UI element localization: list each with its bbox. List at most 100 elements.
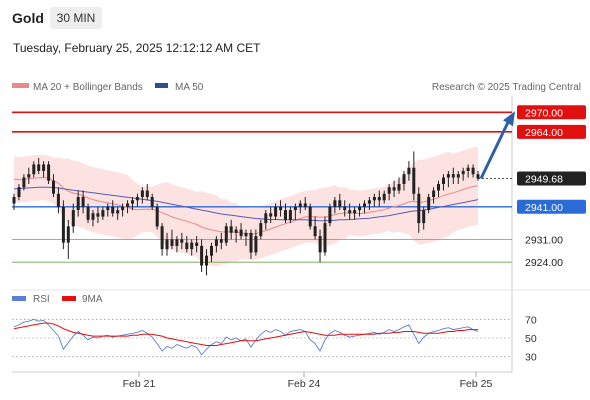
candle-body bbox=[461, 170, 465, 175]
ma50-legend-swatch bbox=[155, 83, 168, 88]
candle-body bbox=[476, 174, 480, 179]
candle-body bbox=[121, 206, 125, 211]
candle-body bbox=[101, 210, 105, 217]
candle-body bbox=[76, 197, 80, 210]
pivot-label-bg bbox=[517, 199, 586, 214]
candle-body bbox=[219, 239, 223, 243]
candle-body bbox=[417, 193, 421, 224]
forecast-arrow-head bbox=[503, 111, 515, 127]
candle-body bbox=[229, 226, 233, 233]
support-price-label: 2931.00 bbox=[525, 234, 563, 246]
candle-body bbox=[170, 239, 174, 246]
candle-body bbox=[422, 210, 426, 224]
candle-body bbox=[71, 210, 75, 227]
candle-body bbox=[303, 203, 307, 207]
candle-body bbox=[17, 187, 21, 197]
resistance-price-label: 2964.00 bbox=[525, 127, 563, 139]
candle-body bbox=[333, 200, 337, 207]
candle-body bbox=[12, 197, 16, 204]
x-tick-label: Feb 25 bbox=[460, 378, 493, 390]
rsi-legend-label: RSI bbox=[33, 294, 50, 305]
candle-body bbox=[437, 184, 440, 191]
candle-body bbox=[427, 197, 431, 210]
candle-body bbox=[61, 206, 65, 243]
candle-body bbox=[131, 200, 134, 204]
candle-body bbox=[259, 223, 263, 237]
candle-body bbox=[274, 206, 278, 217]
candle-body bbox=[451, 174, 455, 178]
candle-body bbox=[22, 177, 26, 188]
candle-body bbox=[407, 167, 411, 175]
candle-body bbox=[293, 206, 297, 211]
credit-text: Research © 2025 Trading Central bbox=[432, 82, 581, 93]
candles bbox=[12, 111, 515, 276]
candle-body bbox=[126, 203, 130, 207]
candle-body bbox=[32, 164, 36, 175]
candle-body bbox=[244, 232, 248, 237]
ma50-legend-label: MA 50 bbox=[175, 82, 204, 93]
candle-body bbox=[91, 213, 95, 220]
candle-body bbox=[348, 210, 352, 214]
rsi-legend-swatch bbox=[12, 296, 26, 301]
bollinger-band-area bbox=[14, 146, 478, 267]
ma9-legend-swatch bbox=[62, 296, 76, 301]
candle-body bbox=[279, 206, 283, 211]
candle-body bbox=[116, 210, 120, 214]
last-label-bg bbox=[517, 171, 586, 186]
candle-body bbox=[456, 174, 460, 178]
rsi-tick-label: 50 bbox=[525, 333, 537, 345]
candle-body bbox=[180, 239, 184, 243]
candle-body bbox=[106, 206, 110, 211]
candle-body bbox=[358, 206, 362, 211]
candle-body bbox=[66, 226, 70, 243]
ma20-legend-swatch bbox=[12, 83, 29, 88]
resistance-label-bg bbox=[517, 124, 586, 139]
symbol-title: Gold bbox=[12, 10, 44, 26]
candle-body bbox=[234, 229, 238, 233]
candle-body bbox=[214, 239, 218, 246]
timestamp: Tuesday, February 25, 2025 12:12:12 AM C… bbox=[13, 41, 261, 55]
candle-body bbox=[363, 203, 366, 207]
candle-body bbox=[210, 245, 213, 256]
candle-body bbox=[224, 226, 228, 243]
candle-body bbox=[205, 255, 208, 266]
candle-body bbox=[392, 187, 396, 191]
candle-body bbox=[446, 174, 450, 178]
candle-body bbox=[412, 167, 416, 194]
chart-header: Gold 30 MIN bbox=[0, 0, 590, 36]
candle-body bbox=[377, 197, 381, 201]
ma9-legend-label: 9MA bbox=[82, 294, 103, 305]
pivot-price-label: 2941.00 bbox=[525, 202, 563, 214]
candle-body bbox=[328, 206, 332, 224]
x-tick-label: Feb 21 bbox=[123, 378, 156, 390]
ma20-legend-label: MA 20 + Bollinger Bands bbox=[33, 82, 143, 93]
candle-body bbox=[338, 200, 342, 207]
candle-body bbox=[367, 200, 371, 204]
candle-body bbox=[318, 236, 322, 253]
timeframe-button[interactable]: 30 MIN bbox=[50, 7, 102, 29]
candle-body bbox=[56, 193, 60, 207]
forecast-arrow-shaft bbox=[479, 121, 510, 180]
candle-body bbox=[81, 197, 85, 207]
candle-body bbox=[471, 167, 475, 175]
last-price-label: 2949.68 bbox=[525, 174, 563, 186]
candle-body bbox=[353, 210, 357, 214]
candle-body bbox=[372, 197, 376, 201]
candle-body bbox=[195, 242, 199, 246]
bollinger-band bbox=[14, 146, 478, 267]
rsi-ma-line bbox=[13, 322, 478, 346]
candle-body bbox=[175, 239, 179, 246]
candle-body bbox=[343, 206, 347, 211]
x-axis: Feb 21 Feb 24 Feb 25 bbox=[123, 372, 493, 390]
resistance-price-label: 2970.00 bbox=[525, 107, 563, 119]
candle-body bbox=[47, 164, 51, 181]
candle-body bbox=[466, 167, 470, 171]
candle-body bbox=[308, 206, 312, 227]
candle-body bbox=[37, 164, 41, 171]
candle-body bbox=[313, 226, 317, 237]
candle-body bbox=[190, 242, 194, 250]
candle-body bbox=[200, 245, 204, 266]
rsi-tick-label: 70 bbox=[525, 314, 537, 326]
candle-body bbox=[42, 164, 46, 171]
